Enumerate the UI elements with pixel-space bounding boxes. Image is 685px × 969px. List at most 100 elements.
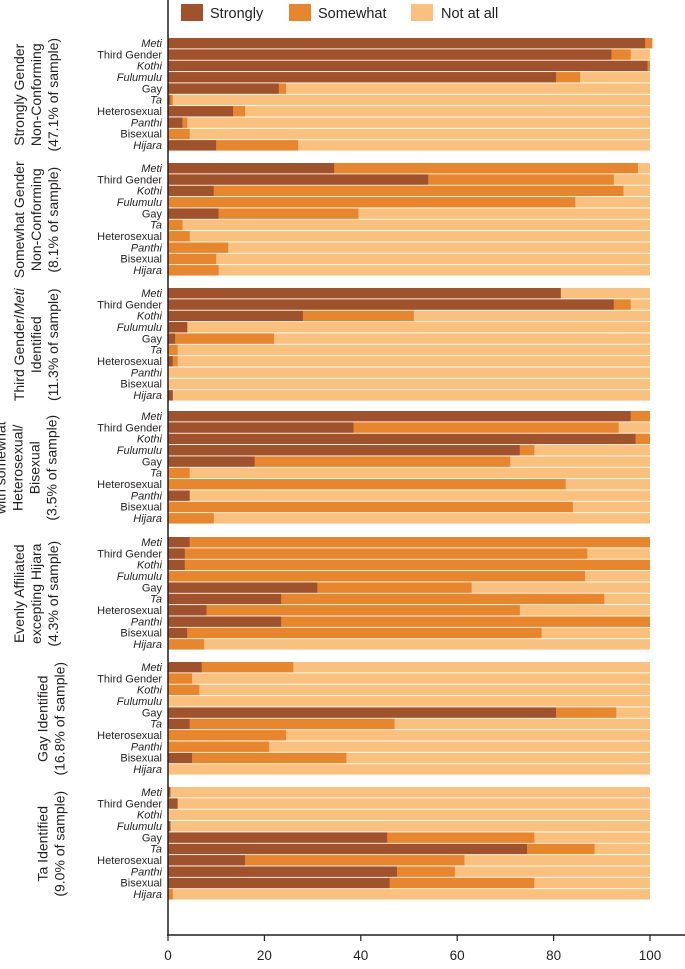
bar-strongly-g3-heterosexual [168,356,173,367]
bar-somewhat-g4-ta [168,467,190,479]
bar-not-at-all-g7-third-gender [168,798,650,809]
bar-somewhat-g2-gay [218,208,359,219]
bar-strongly-g1-third-gender [168,49,612,60]
bar-somewhat-g4-third-gender [353,422,619,433]
bar-somewhat-g7-hijara [168,889,173,900]
bar-not-at-all-g1-heterosexual [168,106,650,117]
bar-somewhat-g2-panthi [168,242,229,253]
bar-not-at-all-g3-ta [168,344,650,356]
category-label: Third Gender [97,548,162,560]
category-label: Gay [142,333,163,345]
bar-somewhat-g5-fulumulu [168,571,585,582]
bar-not-at-all-g6-third-gender [168,673,650,684]
bar-strongly-g6-bisexual [168,752,193,764]
bar-not-at-all-g7-hijara [168,889,650,900]
bar-strongly-g7-heterosexual [168,855,246,866]
bar-strongly-g1-fulumulu [168,72,557,83]
category-label: Heterosexual [97,356,162,368]
bar-not-at-all-g3-heterosexual [168,356,650,367]
category-label: Gay [142,707,163,719]
bar-strongly-g7-meti [168,787,171,798]
bar-not-at-all-g3-bisexual [168,378,650,390]
bar-not-at-all-g6-kothi [168,684,650,696]
bar-not-at-all-g3-panthi [168,367,650,378]
category-label: Bisexual [120,502,162,514]
bar-strongly-g5-gay [168,582,318,593]
bar-somewhat-g3-ta [168,344,178,356]
bar-somewhat-g4-hijara [168,513,214,524]
group-label: Ta Identified(9.0% of sample) [35,791,68,897]
bar-somewhat-g4-kothi [635,433,650,445]
category-label: Panthi [131,242,163,254]
category-label: Ta [150,719,162,731]
bar-somewhat-g3-kothi [302,310,414,322]
bar-somewhat-g1-bisexual [168,128,190,140]
category-label: Heterosexual [97,605,162,617]
bar-somewhat-g1-panthi [182,117,188,128]
category-label: Ta [150,345,162,357]
bar-somewhat-g2-meti [334,163,638,174]
category-label: Fulumulu [117,821,162,833]
legend-label: Not at all [441,6,498,22]
category-label: Bisexual [120,254,162,266]
bar-not-at-all-g7-fulumulu [168,821,650,832]
bar-not-at-all-g3-hijara [168,390,650,401]
category-label: Meti [141,411,162,423]
category-label: Panthi [131,490,163,502]
bar-strongly-g4-kothi [168,433,636,445]
category-label: Ta [150,594,162,606]
group-label: Gay Identified(16.8% of sample) [35,662,68,776]
category-label: Third Gender [97,422,162,434]
category-label: Meti [141,38,162,50]
bar-somewhat-g6-gay [556,707,617,718]
bar-strongly-g7-gay [168,832,388,843]
group-label: Somewhat GenderNon-Conforming(8.1% of sa… [11,161,61,278]
category-label: Ta [150,95,162,107]
category-label: Heterosexual [97,106,162,118]
bar-not-at-all-g2-hijara [168,265,650,276]
bar-strongly-g1-kothi [168,60,648,72]
category-label: Gay [142,83,163,95]
bar-somewhat-g5-panthi [281,616,650,627]
bar-somewhat-g1-ta [170,94,173,106]
bar-strongly-g5-ta [168,593,282,605]
bar-not-at-all-g1-gay [168,83,650,94]
bar-somewhat-g5-bisexual [187,627,542,639]
category-label: Bisexual [120,628,162,640]
bar-somewhat-g5-gay [317,582,472,593]
bar-strongly-g3-meti [168,288,561,299]
bar-somewhat-g6-meti [201,662,294,673]
category-label: Ta [150,844,162,856]
bar-strongly-g5-kothi [168,559,185,571]
bar-not-at-all-g2-heterosexual [168,231,650,242]
group-label: Third Gender/MetiIdentified(11.3% of sam… [11,287,61,401]
bar-not-at-all-g7-meti [168,787,650,798]
category-label: Meti [141,537,162,549]
bar-strongly-g5-meti [168,537,190,548]
bar-strongly-g4-fulumulu [168,445,520,456]
bar-strongly-g1-hijara [168,140,217,151]
x-tick-label: 80 [546,948,561,963]
bar-not-at-all-g4-hijara [168,513,650,524]
bar-strongly-g4-third-gender [168,422,354,433]
bar-somewhat-g2-fulumulu [168,197,576,208]
bar-strongly-g7-fulumulu [168,821,171,832]
bar-somewhat-g3-third-gender [613,299,631,310]
category-label: Hijara [133,889,162,901]
bar-somewhat-g7-bisexual [389,877,535,889]
category-label: Panthi [131,367,163,379]
bar-strongly-g6-ta [168,718,190,730]
bar-strongly-g7-bisexual [168,877,390,889]
bar-somewhat-g5-meti [189,537,650,548]
bar-somewhat-g1-heterosexual [233,106,246,117]
bar-not-at-all-g2-bisexual [168,253,650,265]
bar-not-at-all-g6-fulumulu [168,696,650,707]
bar-somewhat-g4-bisexual [168,501,573,513]
category-label: Meti [141,662,162,674]
bar-not-at-all-g2-ta [168,219,650,231]
category-label: Panthi [131,866,163,878]
x-tick-label: 0 [164,948,172,963]
bar-somewhat-g6-third-gender [168,673,193,684]
legend-swatch [411,4,433,21]
bar-somewhat-g4-fulumulu [519,445,535,456]
